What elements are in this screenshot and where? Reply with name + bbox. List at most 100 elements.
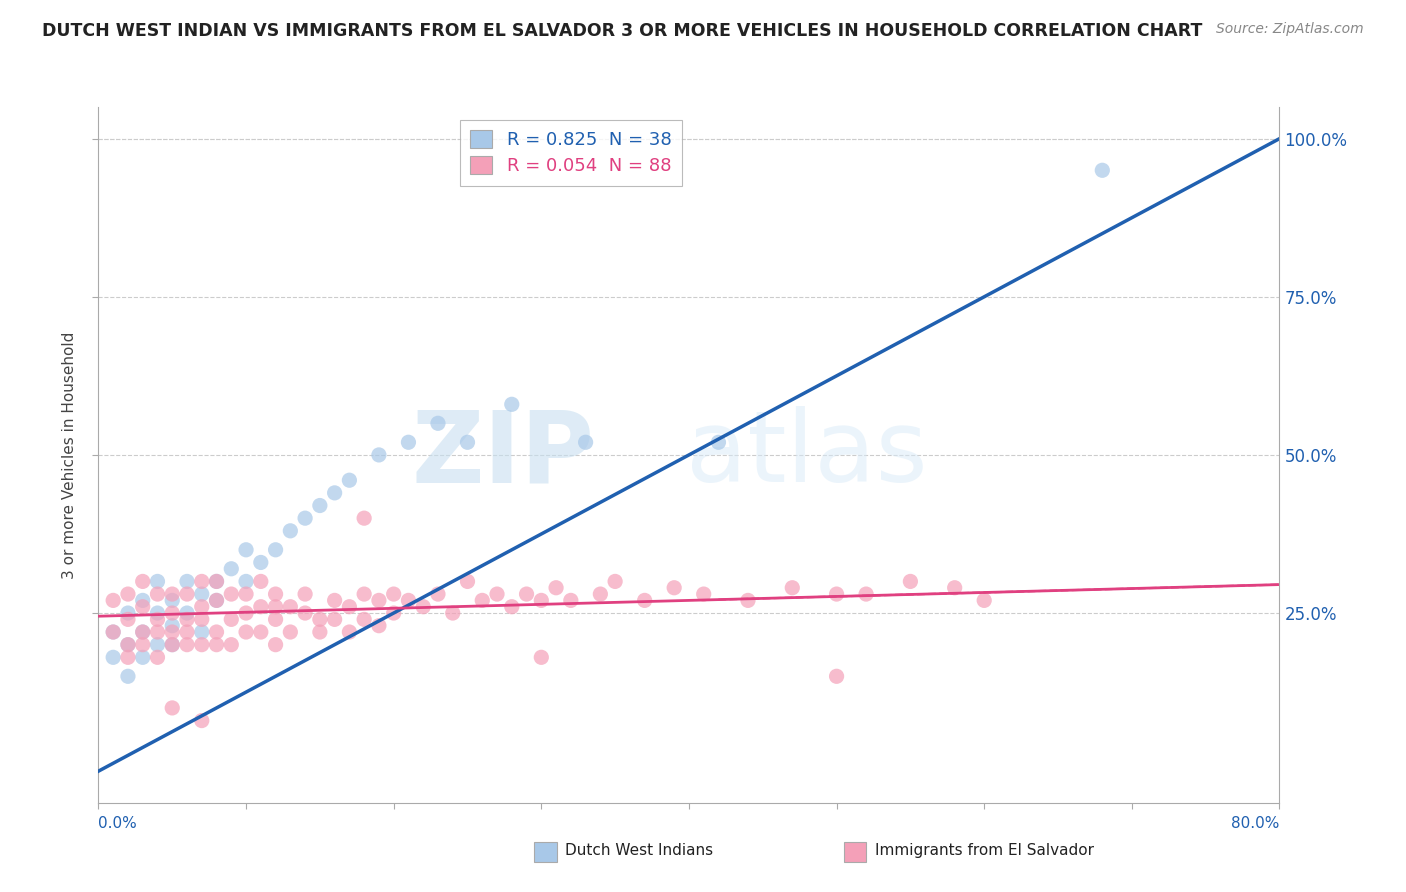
Point	[219, 612, 242, 626]
Point	[427, 417, 450, 431]
Point	[501, 397, 523, 411]
Point	[412, 599, 434, 614]
Point	[162, 625, 183, 640]
Point	[235, 574, 257, 589]
Point	[855, 587, 877, 601]
Point	[693, 587, 716, 601]
Point	[515, 587, 537, 601]
Point	[264, 599, 287, 614]
Point	[132, 599, 155, 614]
Point	[176, 574, 198, 589]
Point	[191, 638, 214, 652]
Text: Dutch West Indians: Dutch West Indians	[565, 843, 713, 857]
Point	[146, 574, 169, 589]
Point	[191, 574, 214, 589]
Point	[441, 606, 464, 620]
Text: Source: ZipAtlas.com: Source: ZipAtlas.com	[1216, 22, 1364, 37]
Point	[191, 612, 214, 626]
Point	[825, 669, 848, 683]
Point	[219, 587, 242, 601]
Point	[235, 625, 257, 640]
Point	[737, 593, 759, 607]
Point	[943, 581, 966, 595]
Point	[191, 599, 214, 614]
Point	[162, 618, 183, 632]
Point	[278, 599, 302, 614]
Point	[264, 638, 287, 652]
Point	[633, 593, 655, 607]
Point	[132, 650, 155, 665]
Text: 80.0%: 80.0%	[1232, 816, 1279, 831]
Point	[707, 435, 730, 450]
Point	[530, 650, 553, 665]
Point	[546, 581, 568, 595]
Point	[339, 625, 360, 640]
Point	[162, 701, 183, 715]
Point	[309, 612, 332, 626]
Point	[176, 625, 198, 640]
Point	[278, 524, 302, 538]
Point	[501, 599, 523, 614]
Point	[103, 625, 125, 640]
Point	[235, 587, 257, 601]
Text: DUTCH WEST INDIAN VS IMMIGRANTS FROM EL SALVADOR 3 OR MORE VEHICLES IN HOUSEHOLD: DUTCH WEST INDIAN VS IMMIGRANTS FROM EL …	[42, 22, 1202, 40]
Point	[486, 587, 509, 601]
Point	[574, 435, 596, 450]
Point	[782, 581, 804, 595]
Point	[250, 625, 273, 640]
Point	[146, 606, 169, 620]
Point	[427, 587, 450, 601]
Point	[219, 562, 242, 576]
Point	[176, 638, 198, 652]
Point	[219, 638, 242, 652]
Point	[1091, 163, 1114, 178]
Point	[250, 599, 273, 614]
Point	[309, 499, 332, 513]
Point	[396, 435, 419, 450]
Point	[382, 587, 405, 601]
Point	[235, 542, 257, 557]
Text: Immigrants from El Salvador: Immigrants from El Salvador	[875, 843, 1094, 857]
Point	[132, 593, 155, 607]
Point	[117, 669, 139, 683]
Point	[205, 593, 228, 607]
Point	[162, 638, 183, 652]
Point	[146, 638, 169, 652]
Point	[176, 606, 198, 620]
Point	[382, 606, 405, 620]
Point	[176, 587, 198, 601]
Point	[117, 638, 139, 652]
Text: atlas: atlas	[686, 407, 928, 503]
Point	[146, 612, 169, 626]
Point	[294, 511, 316, 525]
Point	[205, 638, 228, 652]
Point	[323, 612, 346, 626]
Point	[117, 612, 139, 626]
Point	[235, 606, 257, 620]
Point	[132, 625, 155, 640]
Point	[294, 606, 316, 620]
Point	[664, 581, 686, 595]
Point	[191, 625, 214, 640]
Point	[323, 593, 346, 607]
Point	[146, 587, 169, 601]
Point	[264, 542, 287, 557]
Point	[323, 486, 346, 500]
Point	[132, 574, 155, 589]
Point	[103, 625, 125, 640]
Point	[471, 593, 494, 607]
Point	[205, 625, 228, 640]
Point	[368, 448, 391, 462]
Text: ZIP: ZIP	[412, 407, 595, 503]
Point	[309, 625, 332, 640]
Point	[162, 593, 183, 607]
Point	[132, 625, 155, 640]
Point	[103, 650, 125, 665]
Point	[205, 593, 228, 607]
Point	[162, 587, 183, 601]
Point	[294, 587, 316, 601]
Point	[205, 574, 228, 589]
Text: 0.0%: 0.0%	[98, 816, 138, 831]
Point	[205, 574, 228, 589]
Point	[560, 593, 582, 607]
